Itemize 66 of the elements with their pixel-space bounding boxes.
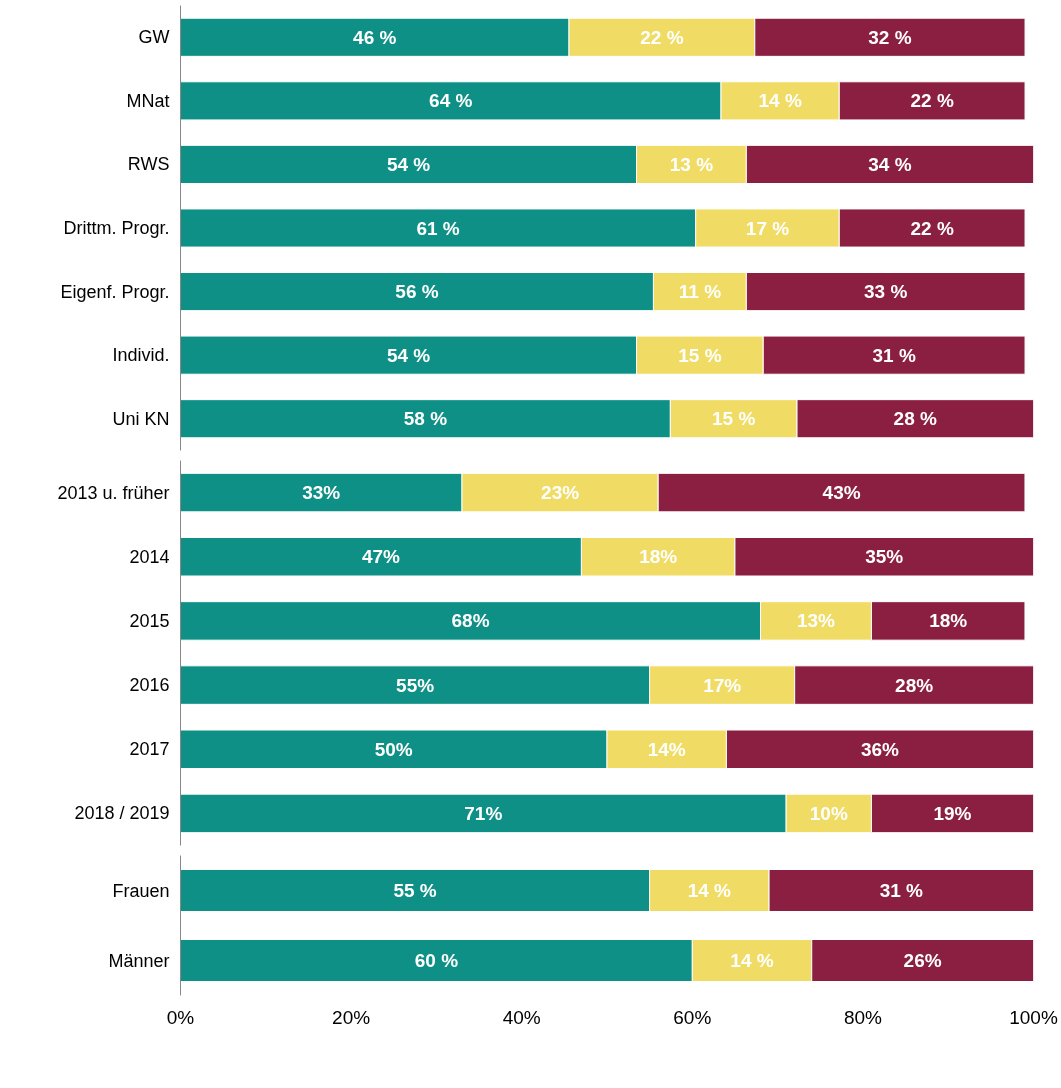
data-label: 55% — [396, 674, 435, 696]
x-tick-label: 80% — [843, 1006, 883, 1028]
data-label: 19% — [933, 802, 972, 824]
data-label: 34 % — [868, 153, 912, 175]
x-tick-label: 60% — [673, 1006, 712, 1028]
data-label: 18% — [929, 610, 968, 632]
data-label: 11 % — [678, 281, 722, 303]
y-tick-label: 2015 — [129, 610, 170, 631]
data-label: 17 % — [745, 217, 790, 239]
data-label: 13% — [796, 610, 836, 632]
data-label: 15 % — [712, 408, 756, 430]
y-tick-label: Drittm. Progr. — [63, 218, 170, 238]
data-label: 68% — [451, 610, 490, 632]
y-tick-label: Uni KN — [112, 408, 170, 429]
data-label: 14 % — [687, 880, 732, 901]
y-tick-label: 2013 u. früher — [57, 482, 170, 503]
x-tick-label: 20% — [332, 1006, 371, 1028]
data-label: 14 % — [758, 90, 802, 112]
data-label: 35% — [865, 546, 904, 568]
data-label: 60 % — [414, 950, 459, 971]
y-tick-label: MNat — [126, 90, 170, 111]
data-label: 33 % — [864, 281, 908, 303]
data-label: 15 % — [678, 344, 722, 366]
x-tick-label: 100% — [1009, 1006, 1058, 1028]
data-label: 46 % — [353, 26, 397, 48]
data-label: 32 % — [868, 26, 912, 48]
data-label: 50% — [374, 738, 413, 760]
data-label: 31 % — [872, 344, 916, 366]
data-label: 58 % — [403, 408, 448, 430]
y-tick-label: GW — [138, 27, 170, 48]
data-label: 23% — [541, 482, 580, 504]
data-label: 33% — [302, 482, 341, 504]
data-label: 10% — [809, 802, 848, 824]
data-label: 36% — [860, 738, 900, 760]
y-tick-label: 2017 — [129, 739, 170, 760]
data-label: 71% — [464, 802, 503, 824]
data-label: 55 % — [393, 880, 437, 901]
data-label: 28% — [895, 674, 934, 696]
y-tick-label: Individ. — [112, 345, 170, 366]
data-label: 13 % — [669, 153, 714, 175]
y-tick-label: 2014 — [129, 546, 170, 567]
y-tick-label: RWS — [127, 154, 170, 175]
data-label: 17% — [703, 674, 742, 696]
data-label: 31 % — [879, 880, 924, 901]
data-label: 47% — [361, 546, 401, 568]
data-label: 54 % — [386, 153, 431, 175]
x-tick-label: 0% — [166, 1006, 195, 1028]
data-label: 43% — [822, 482, 861, 504]
data-label: 28 % — [893, 408, 938, 430]
data-label: 61 % — [416, 217, 460, 239]
data-label: 54 % — [386, 344, 431, 366]
y-tick-label: 2016 — [129, 675, 170, 696]
data-label: 56 % — [395, 281, 439, 303]
y-tick-label: Eigenf. Progr. — [60, 281, 170, 302]
y-tick-label: Frauen — [112, 880, 170, 901]
y-tick-label: 2018 / 2019 — [74, 803, 170, 824]
data-label: 22 % — [910, 217, 954, 239]
data-label: 22 % — [640, 26, 684, 48]
data-label: 14 % — [730, 950, 774, 971]
data-label: 14% — [647, 738, 686, 760]
data-label: 26% — [903, 950, 942, 971]
data-label: 18% — [639, 546, 678, 568]
data-label: 22 % — [910, 90, 954, 112]
y-tick-label: Männer — [108, 950, 170, 971]
data-label: 64 % — [429, 90, 473, 112]
x-tick-label: 40% — [502, 1006, 541, 1028]
